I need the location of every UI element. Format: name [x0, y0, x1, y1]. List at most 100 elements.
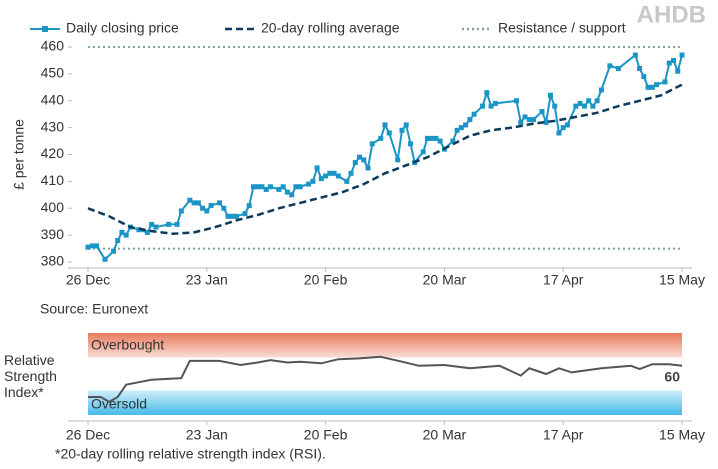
- point-marker: [263, 186, 269, 192]
- point-marker: [407, 141, 413, 147]
- point-marker: [471, 111, 477, 117]
- point-marker: [166, 221, 172, 227]
- point-marker: [662, 79, 668, 85]
- point-marker: [399, 127, 405, 133]
- point-marker: [327, 170, 333, 176]
- point-marker: [671, 57, 677, 63]
- y-tick-label: 460: [41, 38, 65, 54]
- x-tick-label: 20 Feb: [304, 272, 348, 288]
- series-line: [88, 355, 683, 404]
- point-marker: [632, 52, 638, 58]
- y-tick-label: 440: [41, 91, 65, 107]
- point-marker: [450, 138, 456, 144]
- x-tick-label: 23 Jan: [186, 427, 228, 443]
- point-marker: [306, 181, 312, 187]
- point-marker: [577, 100, 583, 106]
- series-line: [87, 53, 683, 261]
- point-marker: [280, 184, 286, 190]
- point-marker: [293, 184, 299, 190]
- point-marker: [250, 184, 256, 190]
- point-marker: [85, 244, 91, 250]
- band: [88, 390, 682, 415]
- point-marker: [543, 119, 549, 125]
- band: [88, 333, 682, 358]
- series-line: [87, 83, 683, 236]
- point-marker: [654, 82, 660, 88]
- y-axis-label: £ per tonne: [11, 119, 27, 190]
- point-marker: [649, 84, 655, 90]
- point-marker: [378, 135, 384, 141]
- point-marker: [607, 63, 613, 69]
- point-marker: [365, 165, 371, 171]
- rsi-axis-label: Relative Strength Index*: [4, 352, 57, 400]
- y-tick-label: 430: [41, 118, 65, 134]
- point-marker: [458, 125, 464, 131]
- point-marker: [361, 157, 367, 163]
- point-marker: [395, 157, 401, 163]
- point-marker: [454, 127, 460, 133]
- y-tick-label: 380: [41, 253, 65, 269]
- point-marker: [331, 170, 337, 176]
- point-marker: [255, 184, 261, 190]
- point-marker: [433, 135, 439, 141]
- point-marker: [242, 211, 248, 217]
- y-tick-label: 410: [41, 172, 65, 188]
- point-marker: [153, 224, 159, 230]
- y-tick-label: 390: [41, 226, 65, 242]
- point-marker: [259, 184, 265, 190]
- x-tick-label: 17 Apr: [543, 272, 584, 288]
- point-marker: [526, 117, 532, 123]
- point-marker: [352, 160, 358, 166]
- point-marker: [594, 98, 600, 104]
- legend-label: Daily closing price: [66, 20, 179, 36]
- point-marker: [463, 122, 469, 128]
- point-marker: [645, 84, 651, 90]
- point-marker: [204, 208, 210, 214]
- band-label: Overbought: [91, 337, 164, 353]
- point-marker: [522, 114, 528, 120]
- point-marker: [467, 117, 473, 123]
- point-marker: [174, 221, 180, 227]
- point-marker: [424, 135, 430, 141]
- end-label: 60: [664, 369, 680, 385]
- x-tick-label: 20 Mar: [423, 272, 467, 288]
- y-tick-label: 450: [41, 65, 65, 81]
- point-marker: [560, 125, 566, 131]
- point-marker: [187, 197, 193, 203]
- x-tick-label: 20 Feb: [304, 427, 348, 443]
- point-marker: [267, 184, 273, 190]
- point-marker: [590, 103, 596, 109]
- point-marker: [195, 200, 201, 206]
- point-marker: [386, 130, 392, 136]
- point-marker: [369, 141, 375, 147]
- x-tick-label: 26 Dec: [66, 272, 110, 288]
- point-marker: [514, 98, 520, 104]
- legend-label: Resistance / support: [498, 20, 626, 36]
- point-marker: [344, 178, 350, 184]
- point-marker: [492, 100, 498, 106]
- band-label: Oversold: [91, 396, 147, 412]
- point-marker: [191, 200, 197, 206]
- point-marker: [531, 117, 536, 123]
- point-marker: [284, 189, 290, 195]
- point-marker: [348, 170, 354, 176]
- point-marker: [556, 130, 562, 136]
- point-marker: [276, 186, 282, 192]
- point-marker: [552, 103, 558, 109]
- logo: AHDB: [637, 1, 706, 28]
- x-tick-label: 26 Dec: [66, 427, 110, 443]
- point-marker: [200, 205, 206, 211]
- x-tick-label: 15 May: [659, 427, 705, 443]
- y-tick-label: 420: [41, 145, 65, 161]
- x-tick-label: 15 May: [659, 272, 705, 288]
- point-marker: [357, 154, 363, 160]
- point-marker: [484, 90, 490, 96]
- point-marker: [89, 243, 95, 249]
- point-marker: [564, 122, 570, 128]
- x-tick-label: 17 Apr: [543, 427, 584, 443]
- point-marker: [581, 103, 587, 109]
- point-marker: [110, 248, 116, 254]
- point-marker: [437, 138, 443, 144]
- point-marker: [335, 173, 341, 179]
